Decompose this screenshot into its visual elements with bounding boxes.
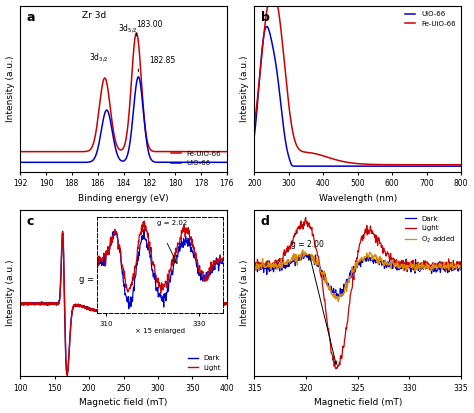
Y-axis label: Intensity (a.u.): Intensity (a.u.) xyxy=(240,260,249,326)
X-axis label: Binding energy (eV): Binding energy (eV) xyxy=(78,194,169,203)
Text: 3d$_{3/2}$: 3d$_{3/2}$ xyxy=(89,51,109,64)
Text: d: d xyxy=(261,215,269,228)
Text: b: b xyxy=(261,11,269,24)
Text: g = 2.00: g = 2.00 xyxy=(291,240,337,364)
Legend: Dark, Light, O$_2$ added: Dark, Light, O$_2$ added xyxy=(403,214,458,247)
X-axis label: Magnetic field (mT): Magnetic field (mT) xyxy=(313,399,402,408)
Y-axis label: Intensity (a.u.): Intensity (a.u.) xyxy=(240,55,249,122)
Legend: UiO-66, Fe-UiO-66: UiO-66, Fe-UiO-66 xyxy=(403,9,458,28)
Text: a: a xyxy=(27,11,35,24)
Text: 3d$_{5/2}$: 3d$_{5/2}$ xyxy=(118,22,137,35)
Text: 183.00: 183.00 xyxy=(137,20,163,29)
Text: 182.85: 182.85 xyxy=(149,56,175,65)
X-axis label: Wavelength (nm): Wavelength (nm) xyxy=(319,194,397,203)
Text: c: c xyxy=(27,215,34,228)
Text: g = 4.10: g = 4.10 xyxy=(79,275,115,285)
Legend: Fe-UiO-66, UiO-66: Fe-UiO-66, UiO-66 xyxy=(169,149,223,169)
Y-axis label: Intensity (a.u.): Intensity (a.u.) xyxy=(6,260,15,326)
X-axis label: Magnetic field (mT): Magnetic field (mT) xyxy=(79,399,168,408)
Legend: Dark, Light: Dark, Light xyxy=(186,353,223,373)
Y-axis label: Intensity (a.u.): Intensity (a.u.) xyxy=(6,55,15,122)
Text: Zr 3d: Zr 3d xyxy=(82,11,106,19)
